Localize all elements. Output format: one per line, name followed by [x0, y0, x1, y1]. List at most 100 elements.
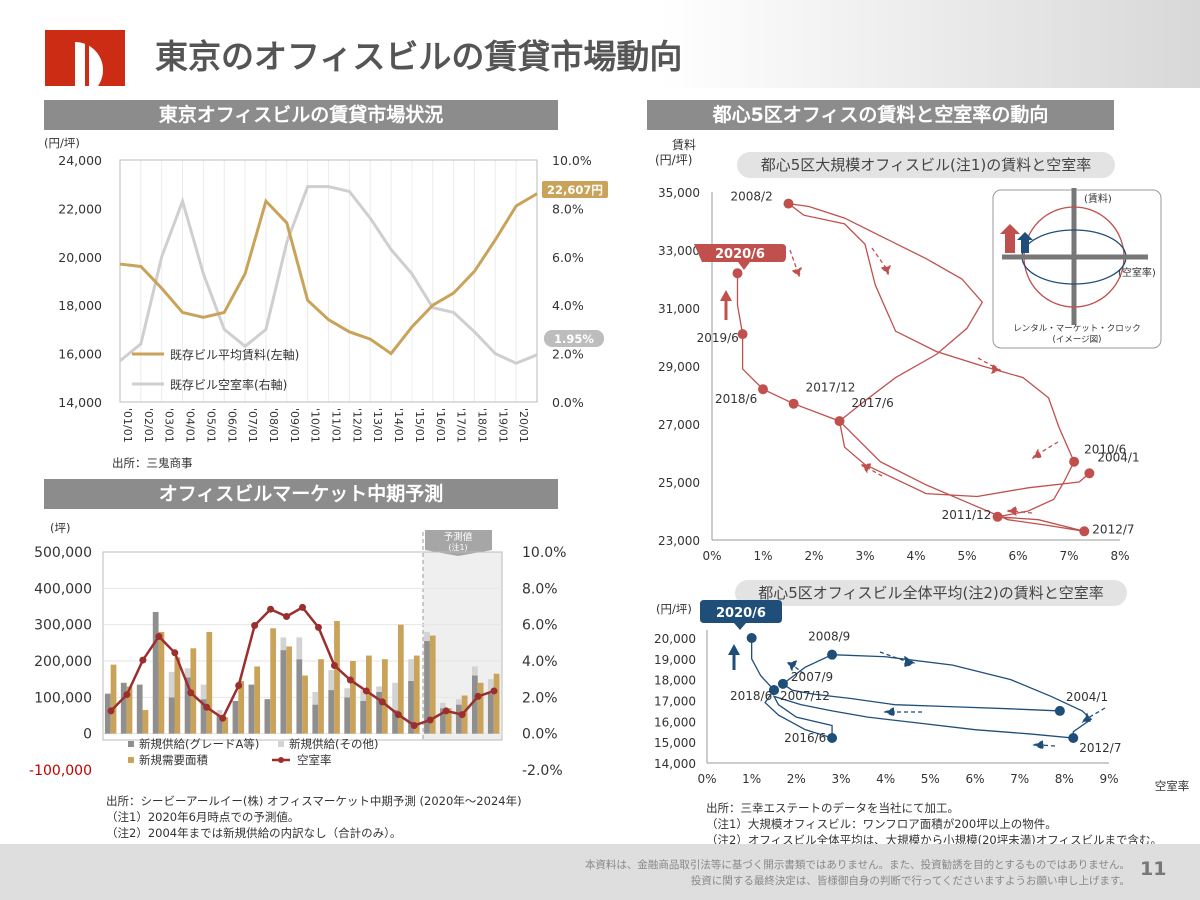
all-office-path [751, 638, 1093, 739]
y-right-tick-label: 6.0% [522, 618, 558, 634]
all-office-title: 都心5区オフィスビル全体平均(注2)の賃料と空室率 [735, 580, 1127, 606]
bar-gradeA [248, 684, 255, 734]
bar-demand [174, 657, 181, 734]
rent-market-source: 出所：三鬼商事 [112, 456, 193, 470]
clock-vacancy-label: (空室率) [1118, 266, 1156, 279]
point-label: 2007/9 [791, 670, 833, 684]
disclaimer-line-2: 投資に関する最終決定は、皆様御自身の判断で行ってくださいますようお願い申し上げま… [690, 875, 1130, 887]
y-right-tick-label: 0.0% [552, 395, 584, 410]
vacancy-callout: 1.95% [554, 332, 594, 346]
y-tick-label: 100,000 [34, 690, 92, 706]
x-tick-label: '20/01 [517, 408, 530, 443]
rent-line [119, 192, 538, 356]
rent-market-header: 東京オフィスビルの賃貸市場状況 [44, 100, 558, 130]
vacancy-point [490, 687, 498, 695]
vacancy-point [314, 623, 322, 631]
x-tick-label: 7% [1059, 549, 1078, 563]
x-tick-label: '10/01 [309, 408, 322, 443]
legend-gradeA-swatch [128, 741, 134, 747]
x-tick-label: 2% [787, 772, 806, 786]
x-tick-label: '11/01 [330, 408, 343, 443]
vacancy-point [410, 721, 418, 729]
y-tick-label: 16,000 [58, 347, 102, 362]
bar-gradeA [232, 700, 239, 734]
vacancy-axis-title: 空室率 [1155, 779, 1190, 793]
bar-demand [477, 682, 484, 734]
rent-axis-unit: (円/坪) [655, 153, 693, 167]
x-tick-label: 6% [1008, 549, 1027, 563]
forecast-note-2: （注2）2004年までは新規供給の内訳なし（合計のみ）。 [106, 826, 402, 840]
data-point [827, 733, 838, 743]
bar-demand [222, 717, 229, 734]
x-tick-label: 0% [702, 549, 721, 563]
legend-rent: 既存ビル平均賃料(左軸) [170, 347, 299, 362]
point-label: 2011/12 [942, 508, 992, 522]
clock-rent-label: (賃料) [1084, 192, 1112, 205]
all-office-chart: (円/坪) 2020/6 20,000 19,000 18,000 17,000 16,… [654, 600, 1190, 793]
bar-other [424, 631, 430, 642]
point-label: 2019/6 [697, 331, 739, 345]
large-office-title: 都心5区大規模オフィスビル(注1)の賃料と空室率 [737, 152, 1115, 178]
trend-arrows [789, 247, 1059, 517]
x-tick-label: 3% [831, 772, 850, 786]
bar-demand [350, 661, 356, 734]
large-office-chart: 35,000 33,000 31,000 29,000 27,000 25,000 23,0… [658, 186, 1162, 563]
y-right-tick-label: 10.0% [552, 153, 592, 168]
point-label: 2004/1 [1097, 450, 1139, 464]
bar-gradeA [344, 697, 351, 734]
bar-gradeA [136, 684, 143, 734]
plot-frame [102, 551, 503, 741]
data-point [1054, 705, 1065, 716]
bar-demand [270, 628, 277, 734]
title-band [0, 0, 1200, 88]
bar-gradeA [408, 680, 414, 734]
point-label: 2008/9 [808, 630, 850, 644]
bar-gradeA [471, 675, 478, 734]
x-tick-label: 4% [906, 549, 925, 563]
point-label: 2018/6 [715, 392, 757, 406]
y-tick-label: 18,000 [654, 674, 696, 688]
data-point [827, 649, 838, 660]
page-number: 11 [1140, 858, 1167, 880]
page-title: 東京のオフィスビルの賃貸市場動向 [155, 37, 683, 76]
forecast-tag [425, 530, 492, 556]
forecast-note: (注1) [448, 542, 467, 552]
y-right-tick-label: 0.0% [522, 727, 558, 743]
data-point [746, 633, 757, 643]
x-tick-label: '14/01 [392, 408, 405, 443]
x-tick-label: '07/01 [246, 408, 259, 443]
data-point [769, 685, 779, 696]
y-tick-label: 33,000 [658, 244, 700, 258]
bar-demand [445, 708, 452, 734]
x-tick-label: 6% [965, 772, 984, 786]
bar-demand [397, 624, 404, 734]
data-point [1084, 468, 1095, 479]
vacancy-point [187, 689, 195, 697]
x-tick-label: 9% [1099, 772, 1118, 786]
plot-frame [119, 159, 538, 403]
y-right-tick-label: 6.0% [552, 250, 584, 265]
forecast-source-line: 出所：シービーアールイー(株) オフィスマーケット中期予測 (2020年～202… [106, 794, 522, 808]
y-tick-label: 18,000 [58, 298, 102, 313]
bar-other [344, 688, 351, 698]
rent-vacancy-note-1: （注1）大規模オフィスビル：ワンフロア面積が200坪以上の物件。 [706, 817, 1057, 831]
rent-vacancy-note-2: （注2）オフィスビル全体平均は、大規模から小規模(20坪未満)オフィスビルまで含… [706, 833, 1162, 847]
company-logo [45, 30, 125, 86]
clock-caption: レンタル・マーケット・クロック [1013, 324, 1141, 334]
forecast-chart: (坪) 予測値 (注1) 500,000 400,000 300,000 200,00… [29, 521, 566, 779]
x-tick-label: '15/01 [413, 408, 426, 443]
bar-demand [429, 635, 436, 734]
x-tick-label: '09/01 [288, 408, 301, 443]
y-tick-label: 500,000 [34, 545, 92, 561]
bar-gradeA [120, 682, 127, 734]
bar-demand [238, 680, 245, 734]
bar-other [312, 691, 319, 705]
point-label: 2004/1 [1066, 690, 1108, 704]
bar-gradeA [360, 700, 367, 734]
vacancy-callout-box [544, 330, 604, 347]
bar-demand [254, 666, 261, 734]
point-label: 2012/7 [1079, 741, 1121, 755]
bar-gradeA [424, 641, 430, 734]
bar-demand [493, 673, 500, 734]
badge-2020-6-all: 2020/6 [716, 606, 766, 621]
